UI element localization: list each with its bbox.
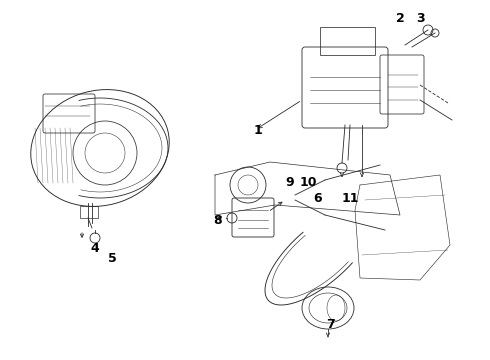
Text: 3: 3 xyxy=(416,12,424,24)
Text: 2: 2 xyxy=(395,12,404,24)
Text: 4: 4 xyxy=(91,242,99,255)
Text: 8: 8 xyxy=(214,213,222,226)
Text: 6: 6 xyxy=(314,192,322,204)
Text: 1: 1 xyxy=(254,123,262,136)
Text: 5: 5 xyxy=(108,252,117,265)
Text: 11: 11 xyxy=(341,192,359,204)
Text: 7: 7 xyxy=(326,319,334,332)
Bar xyxy=(80,206,98,218)
Text: 10: 10 xyxy=(299,176,317,189)
Bar xyxy=(320,27,375,55)
Text: 9: 9 xyxy=(286,176,294,189)
